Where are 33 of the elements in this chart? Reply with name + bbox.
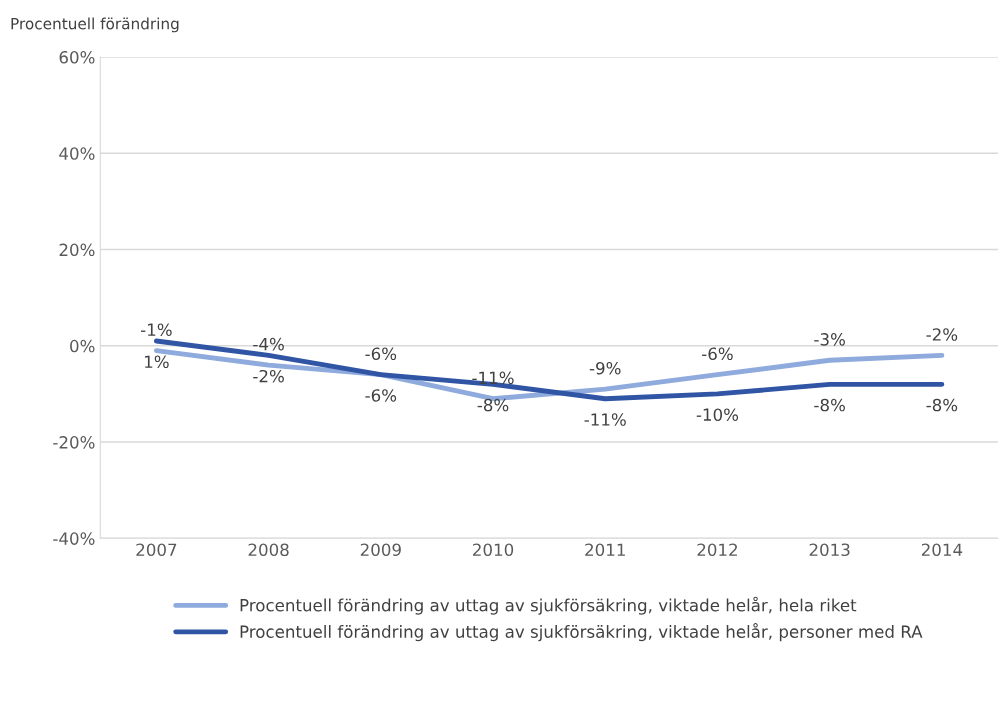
x-tick-label: 2011 <box>585 543 625 557</box>
data-label: -8% <box>477 398 509 412</box>
data-label: -11% <box>472 371 514 385</box>
x-tick-label: 2010 <box>473 543 514 557</box>
x-tick-label: 2007 <box>136 543 177 557</box>
y-tick-label: 20% <box>59 243 95 257</box>
legend-label: Procentuell förändring av uttag av sjukförsäkring, viktade helår, hela riket <box>240 596 857 615</box>
data-label: -2% <box>253 369 284 383</box>
legend-label: Procentuell förändring av uttag av sjukförsäkring, viktade helår, personer med RA <box>240 623 923 642</box>
y-tick-label: -40% <box>53 532 95 545</box>
x-tick-label: 2008 <box>248 543 289 557</box>
data-label: -1% <box>140 323 172 337</box>
y-axis-title: Procentuell förändring <box>11 17 179 33</box>
data-label: 1% <box>145 355 169 369</box>
data-label: -4% <box>253 337 284 351</box>
y-tick-label: 40% <box>59 147 95 160</box>
x-tick-label: 2012 <box>697 543 737 557</box>
data-label: -8% <box>926 398 958 412</box>
data-label: -8% <box>814 398 845 412</box>
x-tick-label: 2013 <box>809 543 850 557</box>
data-label: -10% <box>696 408 739 421</box>
data-label: -6% <box>365 389 397 402</box>
x-tick-label: 2009 <box>360 543 401 557</box>
data-label: -11% <box>584 413 626 426</box>
y-tick-label: 60% <box>59 51 95 64</box>
data-label: -2% <box>926 328 958 341</box>
data-label: -6% <box>365 347 397 361</box>
data-label: -3% <box>814 333 845 346</box>
data-label: -9% <box>589 361 621 375</box>
data-label: -6% <box>702 347 733 361</box>
y-tick-label: 0% <box>70 339 95 353</box>
y-tick-label: -20% <box>53 436 95 449</box>
x-tick-label: 2014 <box>921 543 963 557</box>
